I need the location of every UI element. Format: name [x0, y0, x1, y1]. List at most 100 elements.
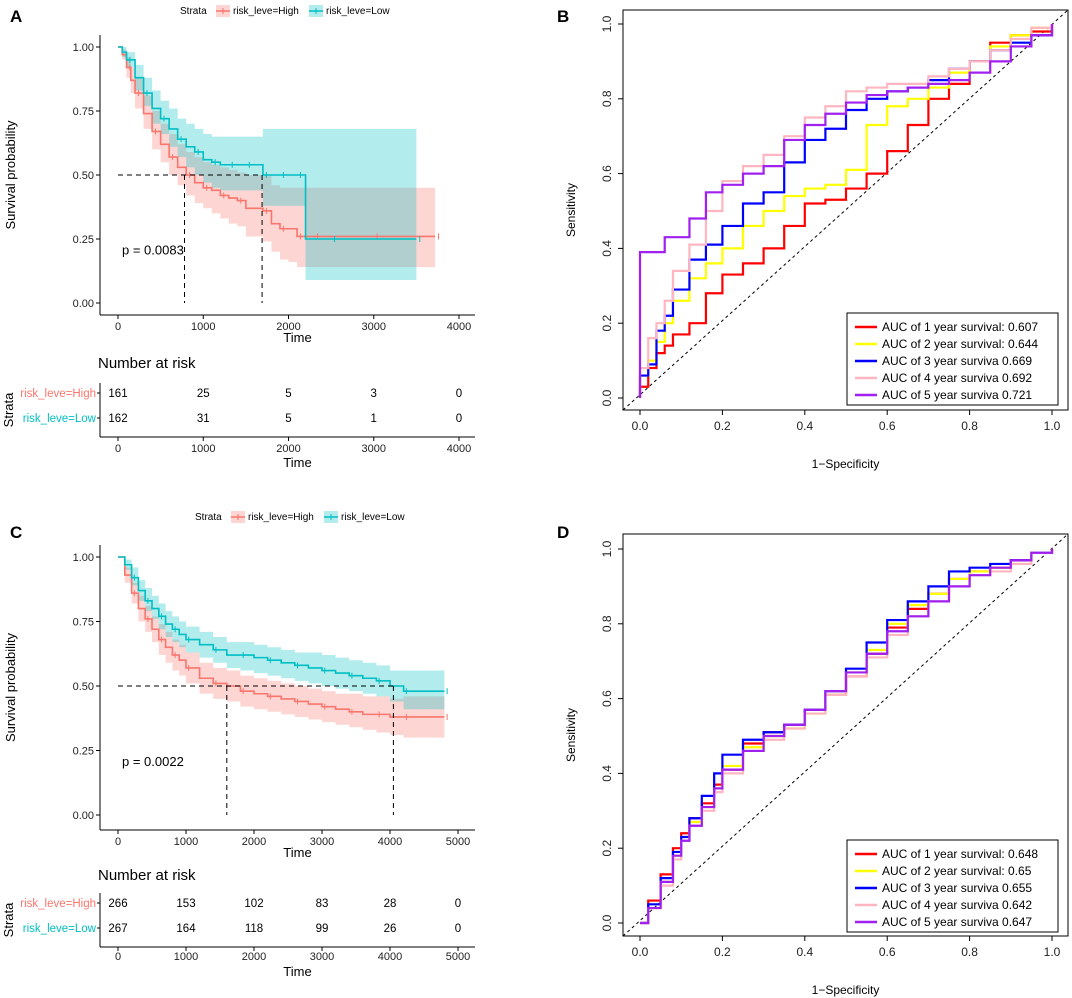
panel-A: A Strata risk_leve=High risk_leve=Low 0.00 0.…: [1, 5, 475, 470]
p-value: p = 0.0022: [122, 754, 184, 769]
y-tick-label: 0.25: [73, 746, 94, 758]
x-axis-title: 1−Specificity: [812, 457, 880, 471]
risk-x-tick-label: 1000: [174, 951, 198, 963]
y-tick-label: 0.8: [600, 90, 614, 107]
km-curve-1: [118, 46, 417, 240]
risk-count: 25: [197, 388, 210, 400]
y-tick-label: 0.00: [73, 298, 94, 310]
panel-letter-B: B: [557, 7, 569, 26]
panel-B: B 0.0 0.2 0.4 0.6 0.8 1.0 0.0 0.2 0.4 0.6 0.8 1.0 1−S…: [557, 7, 1069, 471]
roc-curve-4: [640, 549, 1054, 925]
roc-legend-label-3: AUC of 4 year surviva 0.692: [882, 371, 1032, 385]
risk-count: 266: [108, 898, 127, 910]
roc-legend-label-3: AUC of 4 year surviva 0.642: [882, 898, 1032, 912]
risk-count: 161: [108, 388, 127, 400]
risk-count: 31: [197, 413, 210, 425]
km-curve-0: [118, 46, 436, 238]
panel-D: D 0.0 0.2 0.4 0.6 0.8 1.0 0.0 0.2 0.4 0.6 0.8 1.0 1−S…: [557, 523, 1069, 997]
ci-band-1: [118, 47, 417, 280]
x-axis-title: 1−Specificity: [812, 983, 880, 997]
risk-count: 1: [371, 413, 377, 425]
y-axis-title: Sensitivity: [564, 708, 578, 762]
x-tick-label: 2000: [242, 836, 266, 848]
strata-legend: Strata risk_leve=High risk_leve=Low: [195, 511, 405, 523]
risk-x-tick-label: 0: [115, 951, 121, 963]
risk-count: 99: [316, 923, 329, 935]
roc-legend-label-2: AUC of 3 year surviva 0.655: [882, 881, 1032, 895]
risk-x-tick-label: 5000: [446, 951, 470, 963]
legend-label-0: risk_leve=High: [233, 6, 299, 17]
y-tick-label: 1.00: [73, 42, 94, 54]
roc-curve-4: [638, 24, 1054, 398]
legend-label-1: risk_leve=Low: [341, 512, 405, 523]
y-tick-label: 1.0: [600, 15, 614, 32]
risk-row-label-1: risk_leve=Low: [23, 413, 97, 425]
ci-band-1: [118, 557, 445, 710]
x-axis-title: Time: [283, 845, 311, 860]
y-tick-label: 0.2: [600, 840, 614, 857]
legend-label-1: risk_leve=Low: [326, 6, 390, 17]
risk-x-axis-title: Time: [283, 455, 311, 470]
diagonal-reference: [622, 533, 1069, 937]
risk-x-axis-title: Time: [283, 964, 311, 979]
roc-legend-box: [846, 839, 1059, 933]
x-tick-label: 0.6: [879, 945, 896, 959]
panel-letter-D: D: [557, 523, 569, 542]
roc-legend-box: [846, 312, 1059, 406]
y-tick-label: 0.75: [73, 106, 94, 118]
risk-count: 83: [316, 898, 329, 910]
y-tick-label: 0.75: [73, 617, 94, 629]
plot-frame: [622, 533, 1069, 937]
roc-legend-label-0: AUC of 1 year survival: 0.648: [882, 847, 1038, 861]
risk-x-tick-label: 3000: [310, 951, 334, 963]
y-tick-label: 0.50: [73, 681, 94, 693]
roc-legend-label-4: AUC of 5 year surviva 0.647: [882, 915, 1032, 929]
y-tick-label: 0.0: [600, 389, 614, 406]
y-tick-label: 0.25: [73, 234, 94, 246]
roc-legend-label-2: AUC of 3 year surviva 0.669: [882, 354, 1032, 368]
roc-legend-label-0: AUC of 1 year survival: 0.607: [882, 320, 1038, 334]
x-tick-label: 0.4: [796, 419, 813, 433]
risk-row-label-1: risk_leve=Low: [23, 923, 97, 935]
x-tick-label: 1.0: [1044, 419, 1061, 433]
risk-count: 118: [245, 923, 263, 935]
y-axis-title: Survival probability: [3, 632, 18, 742]
risk-strata-label: Strata: [1, 392, 16, 427]
p-value: p = 0.0083: [122, 242, 184, 257]
roc-legend-label-4: AUC of 5 year surviva 0.721: [882, 388, 1032, 402]
ci-band-0: [118, 557, 445, 738]
x-tick-label: 0: [115, 836, 121, 848]
risk-row-label-0: risk_leve=High: [20, 898, 96, 910]
x-tick-label: 0.2: [714, 419, 731, 433]
diagonal-reference: [622, 9, 1069, 411]
risk-count: 28: [384, 898, 397, 910]
risk-count: 0: [456, 388, 462, 400]
x-tick-label: 4000: [378, 836, 402, 848]
risk-count: 5: [285, 388, 291, 400]
km-curve-1: [118, 556, 445, 692]
risk-count: 26: [384, 923, 397, 935]
x-tick-label: 0.2: [714, 945, 731, 959]
risk-x-tick-label: 0: [115, 443, 121, 455]
risk-count: 3: [371, 388, 377, 400]
risk-row-label-0: risk_leve=High: [20, 388, 96, 400]
strata-legend-title: Strata: [195, 512, 222, 523]
ci-band-0: [118, 47, 436, 268]
x-tick-label: 0.8: [961, 419, 978, 433]
risk-table-title: Number at risk: [98, 867, 196, 884]
risk-x-tick-label: 4000: [447, 443, 471, 455]
roc-curve-3: [638, 24, 1054, 398]
risk-count: 162: [108, 413, 127, 425]
x-tick-label: 5000: [446, 836, 470, 848]
risk-count: 0: [455, 923, 461, 935]
x-tick-label: 0: [115, 321, 121, 333]
y-tick-label: 1.0: [600, 540, 614, 557]
risk-count: 0: [455, 898, 461, 910]
risk-count: 153: [176, 898, 195, 910]
y-tick-label: 0.6: [600, 690, 614, 707]
y-tick-label: 0.8: [600, 615, 614, 632]
strata-legend-title: Strata: [180, 6, 207, 17]
risk-count: 5: [285, 413, 291, 425]
panel-letter-C: C: [10, 523, 22, 542]
